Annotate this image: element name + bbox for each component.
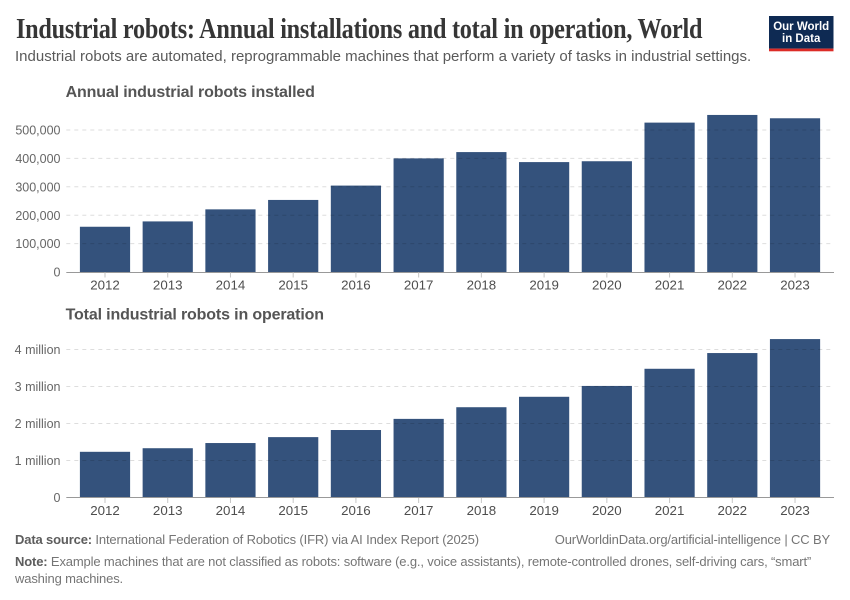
svg-text:2023: 2023	[780, 278, 810, 293]
svg-text:2020: 2020	[592, 278, 622, 293]
svg-text:400,000: 400,000	[15, 152, 60, 166]
svg-text:2016: 2016	[341, 278, 371, 293]
svg-text:2018: 2018	[467, 503, 497, 518]
svg-text:0: 0	[54, 266, 61, 280]
svg-text:2022: 2022	[718, 503, 748, 518]
svg-text:2017: 2017	[404, 503, 434, 518]
svg-text:300,000: 300,000	[15, 180, 60, 194]
svg-text:3 million: 3 million	[15, 380, 61, 394]
svg-text:2023: 2023	[780, 503, 810, 518]
svg-text:2019: 2019	[529, 503, 559, 518]
svg-text:2012: 2012	[90, 278, 120, 293]
svg-text:2019: 2019	[529, 278, 559, 293]
svg-text:500,000: 500,000	[15, 124, 60, 138]
svg-text:2015: 2015	[278, 278, 308, 293]
svg-text:200,000: 200,000	[15, 209, 60, 223]
svg-text:2014: 2014	[216, 503, 246, 518]
svg-text:2021: 2021	[655, 503, 685, 518]
svg-text:2014: 2014	[216, 278, 246, 293]
svg-text:2 million: 2 million	[15, 417, 61, 431]
svg-text:2022: 2022	[718, 278, 748, 293]
svg-text:1 million: 1 million	[15, 454, 61, 468]
svg-text:2021: 2021	[655, 278, 685, 293]
svg-text:Total industrial robots in ope: Total industrial robots in operation	[66, 307, 324, 324]
svg-text:Our World: Our World	[773, 21, 829, 33]
svg-text:2013: 2013	[153, 278, 183, 293]
svg-text:Annual industrial robots insta: Annual industrial robots installed	[66, 84, 315, 101]
svg-text:2013: 2013	[153, 503, 183, 518]
svg-text:2012: 2012	[90, 503, 120, 518]
svg-text:2020: 2020	[592, 503, 622, 518]
svg-text:in Data: in Data	[782, 33, 821, 45]
svg-text:2018: 2018	[467, 278, 497, 293]
svg-text:2015: 2015	[278, 503, 308, 518]
svg-text:100,000: 100,000	[15, 237, 60, 251]
svg-text:2017: 2017	[404, 278, 434, 293]
svg-text:2016: 2016	[341, 503, 371, 518]
svg-text:0: 0	[54, 491, 61, 505]
svg-text:4 million: 4 million	[15, 343, 61, 357]
